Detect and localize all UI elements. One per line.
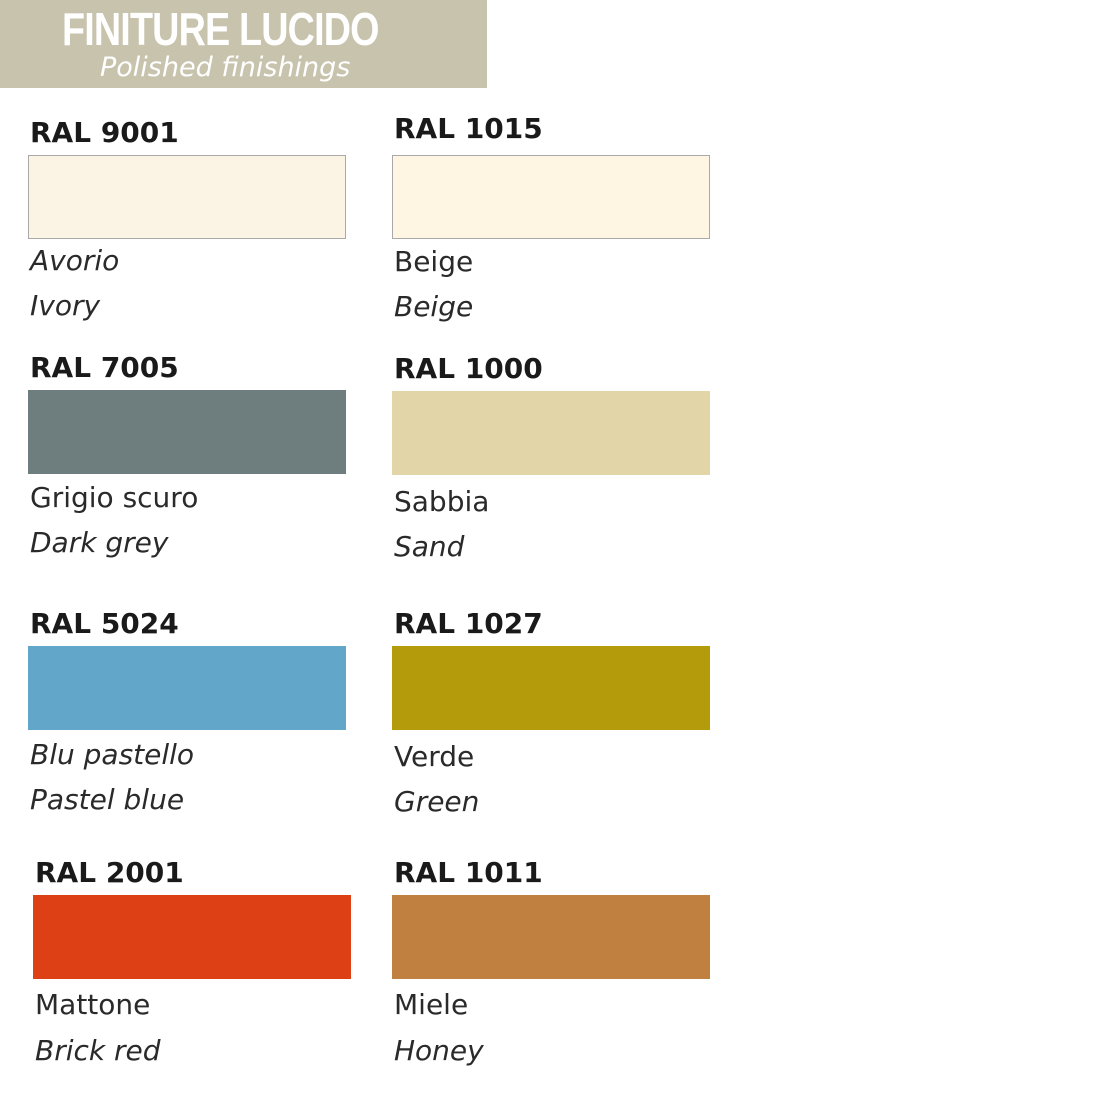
color-swatch: [392, 391, 710, 475]
color-name-en: Honey: [394, 1034, 484, 1067]
page-title: FINITURE LUCIDO: [62, 3, 380, 55]
color-code: RAL 1011: [394, 856, 543, 889]
color-swatch: [392, 155, 710, 239]
header-banner: FINITURE LUCIDO Polished finishings: [0, 0, 487, 88]
color-swatch: [28, 390, 346, 474]
color-name-it: Grigio scuro: [30, 481, 199, 514]
color-name-en: Green: [394, 785, 480, 818]
color-name-en: Brick red: [35, 1034, 161, 1067]
color-name-en: Dark grey: [30, 526, 169, 559]
color-name-it: Blu pastello: [30, 738, 195, 771]
color-swatch: [28, 155, 346, 239]
color-code: RAL 1000: [394, 352, 543, 385]
color-code: RAL 2001: [35, 856, 184, 889]
color-name-en: Sand: [394, 530, 465, 563]
page-subtitle: Polished finishings: [100, 52, 351, 83]
color-name-en: Ivory: [30, 289, 101, 322]
color-swatch: [28, 646, 346, 730]
color-name-it: Sabbia: [394, 485, 490, 518]
color-code: RAL 5024: [30, 607, 179, 640]
color-name-it: Mattone: [35, 988, 151, 1021]
color-code: RAL 1015: [394, 112, 543, 145]
color-name-it: Beige: [394, 245, 474, 278]
color-name-en: Pastel blue: [30, 783, 185, 816]
color-name-it: Miele: [394, 988, 469, 1021]
color-swatch: [392, 646, 710, 730]
color-code: RAL 9001: [30, 116, 179, 149]
color-name-it: Avorio: [30, 244, 120, 277]
color-swatch: [392, 895, 710, 979]
color-name-it: Verde: [394, 740, 475, 773]
color-name-en: Beige: [394, 290, 474, 323]
color-code: RAL 7005: [30, 351, 179, 384]
color-code: RAL 1027: [394, 607, 543, 640]
color-swatch: [33, 895, 351, 979]
